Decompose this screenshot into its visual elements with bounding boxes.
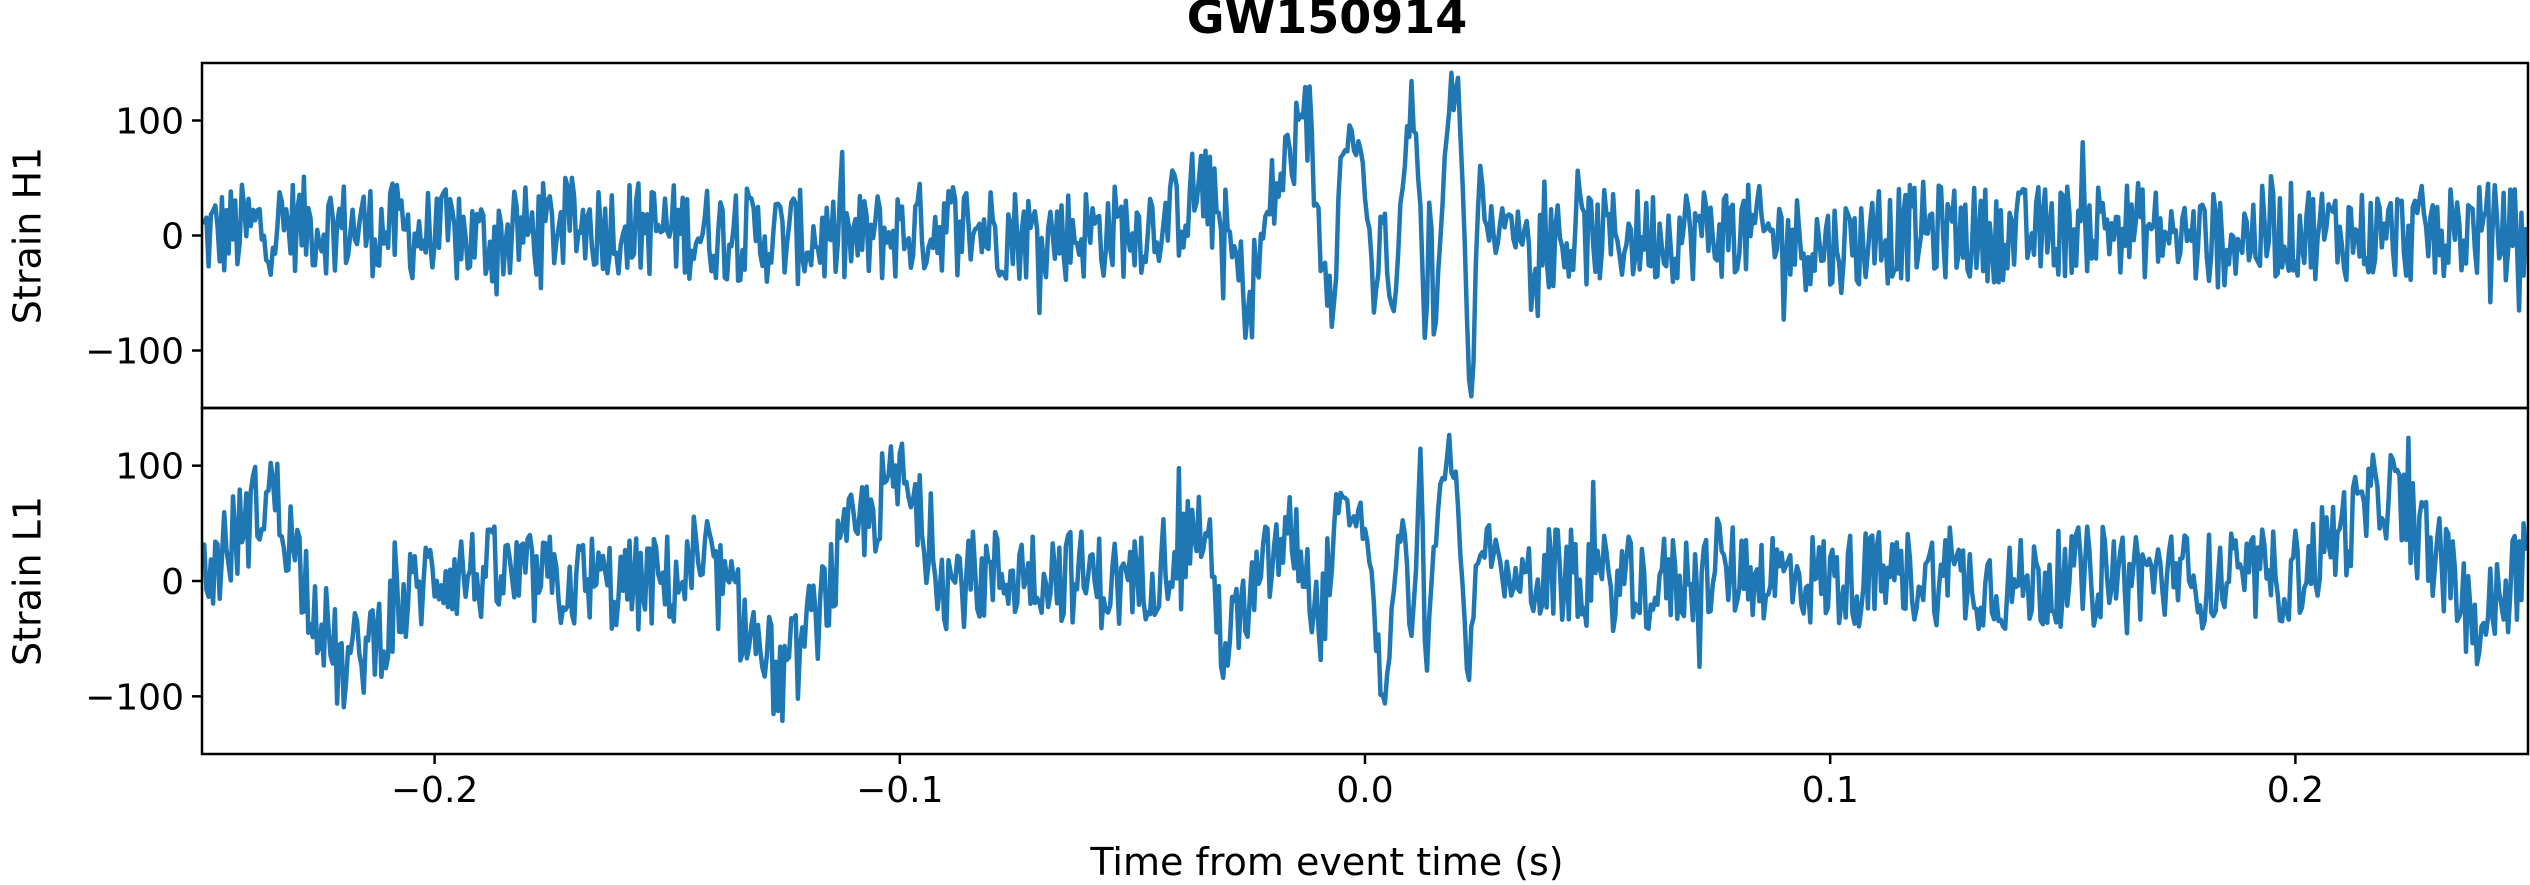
chart-title: GW150914: [1187, 0, 1468, 44]
x-tick-label: 0.1: [1802, 770, 1859, 811]
y-tick-label: 100: [115, 447, 184, 488]
series-line-1-0: [202, 432, 2528, 724]
x-axis-label: Time from event time (s): [1089, 840, 1563, 884]
x-tick-label: −0.2: [391, 770, 478, 811]
y-axis-label: Strain L1: [6, 496, 50, 666]
y-axis-label: Strain H1: [6, 147, 50, 324]
panel-strain-l1: 100 0 −100 Strain L1: [6, 406, 2530, 756]
x-tick-label: −0.1: [856, 770, 943, 811]
x-tick-label: 0.2: [2267, 770, 2324, 811]
y-tick-label: 0: [161, 562, 184, 603]
panel-strain-h1: 100 0 −100 Strain H1: [6, 61, 2530, 410]
y-tick-label: −100: [85, 332, 184, 373]
y-tick-label: 100: [115, 102, 184, 143]
x-tick-label: 0.0: [1336, 770, 1393, 811]
x-axis-ticks: −0.2 −0.1 0.0 0.1 0.2: [391, 754, 2324, 811]
y-tick-label: 0: [161, 217, 184, 258]
y-tick-label: −100: [85, 677, 184, 718]
series-line-0-0: [202, 70, 2528, 399]
